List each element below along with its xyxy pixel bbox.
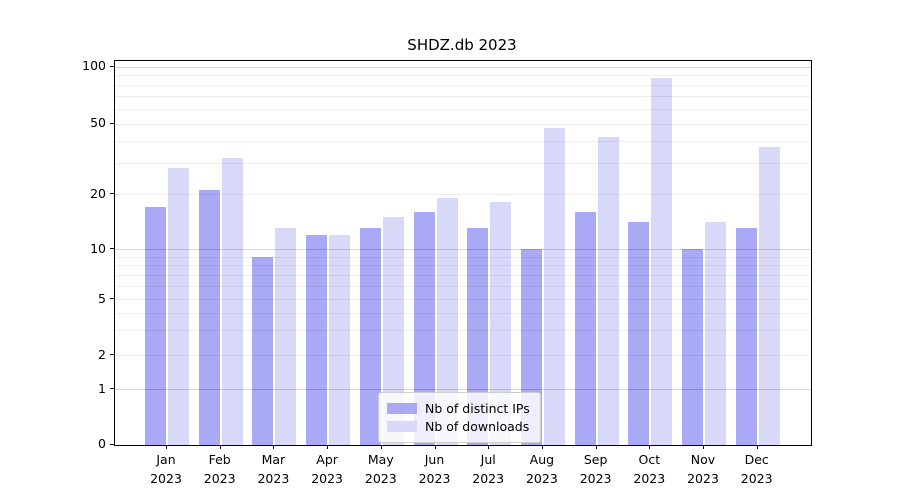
x-tick (595, 445, 597, 449)
x-tick-label: Feb 2023 (203, 452, 236, 486)
x-tick-label: Apr 2023 (311, 452, 343, 486)
bar-downloads (382, 216, 404, 445)
bar-distinct-ips (359, 228, 381, 445)
bar-distinct-ips (628, 222, 650, 445)
x-tick-label: Jul 2023 (472, 452, 505, 486)
x-tick-label: Jun 2023 (418, 452, 451, 486)
bar-distinct-ips (574, 211, 596, 445)
y-tick (110, 443, 114, 445)
y-tick-label: 100 (82, 58, 106, 74)
bar-downloads (758, 146, 780, 445)
y-tick (110, 65, 114, 67)
bar-distinct-ips (735, 228, 757, 445)
x-tick (756, 445, 758, 449)
y-tick (110, 354, 114, 355)
x-tick-label: Oct 2023 (633, 452, 666, 486)
y-tick-label: 20 (90, 185, 106, 201)
bars-layer (115, 61, 811, 445)
x-tick (273, 445, 275, 449)
x-tick-label: Mar 2023 (257, 452, 290, 486)
legend-label-downloads: Nb of downloads (425, 419, 530, 434)
x-tick (327, 445, 329, 449)
y-tick (110, 298, 114, 299)
x-tick (434, 445, 436, 449)
x-tick (166, 445, 167, 449)
y-tick-label: 0 (98, 436, 106, 451)
y-tick-label: 50 (90, 115, 106, 130)
legend-item-downloads: Nb of downloads (387, 418, 530, 435)
y-tick-label: 2 (98, 346, 106, 362)
bar-distinct-ips (198, 190, 220, 445)
x-tick-label: Nov 2023 (687, 452, 719, 486)
bar-downloads (543, 128, 565, 445)
legend-swatch-downloads (387, 421, 417, 432)
bar-distinct-ips (467, 228, 489, 445)
bar-downloads (490, 202, 512, 445)
bar-downloads (275, 228, 297, 445)
chart-title: SHDZ.db 2023 (407, 36, 517, 54)
x-tick-label: May 2023 (364, 452, 397, 486)
x-tick (541, 445, 543, 449)
x-tick (488, 445, 490, 449)
x-tick (649, 445, 651, 449)
y-tick-label: 5 (98, 290, 106, 306)
bar-downloads (168, 168, 189, 445)
plot-area: Nb of distinct IPs Nb of downloads (114, 60, 812, 446)
bar-distinct-ips (306, 234, 328, 445)
bar-distinct-ips (413, 211, 435, 445)
x-tick (703, 445, 704, 449)
x-tick-label: Dec 2023 (740, 452, 773, 486)
bar-downloads (436, 198, 458, 445)
y-tick (110, 122, 114, 124)
bar-distinct-ips (682, 249, 703, 445)
bar-downloads (329, 234, 351, 445)
legend-swatch-distinct-ips (387, 403, 417, 414)
legend: Nb of distinct IPs Nb of downloads (378, 392, 541, 443)
y-tick (110, 193, 114, 194)
legend-item-distinct-ips: Nb of distinct IPs (387, 400, 530, 417)
y-tick (110, 388, 114, 389)
y-tick-label: 10 (90, 240, 106, 256)
legend-label-distinct-ips: Nb of distinct IPs (425, 401, 530, 416)
bar-distinct-ips (252, 256, 274, 445)
bar-distinct-ips (145, 206, 166, 445)
bar-downloads (597, 136, 619, 445)
x-tick-label: Aug 2023 (525, 452, 558, 486)
x-tick-label: Jan 2023 (150, 452, 182, 486)
y-tick (110, 248, 114, 249)
bar-downloads (705, 222, 726, 445)
bar-downloads (651, 78, 673, 445)
x-tick-label: Sep 2023 (579, 452, 612, 486)
x-tick (380, 445, 382, 449)
x-tick (219, 445, 221, 449)
bar-downloads (221, 157, 243, 445)
y-tick-label: 1 (98, 380, 106, 396)
